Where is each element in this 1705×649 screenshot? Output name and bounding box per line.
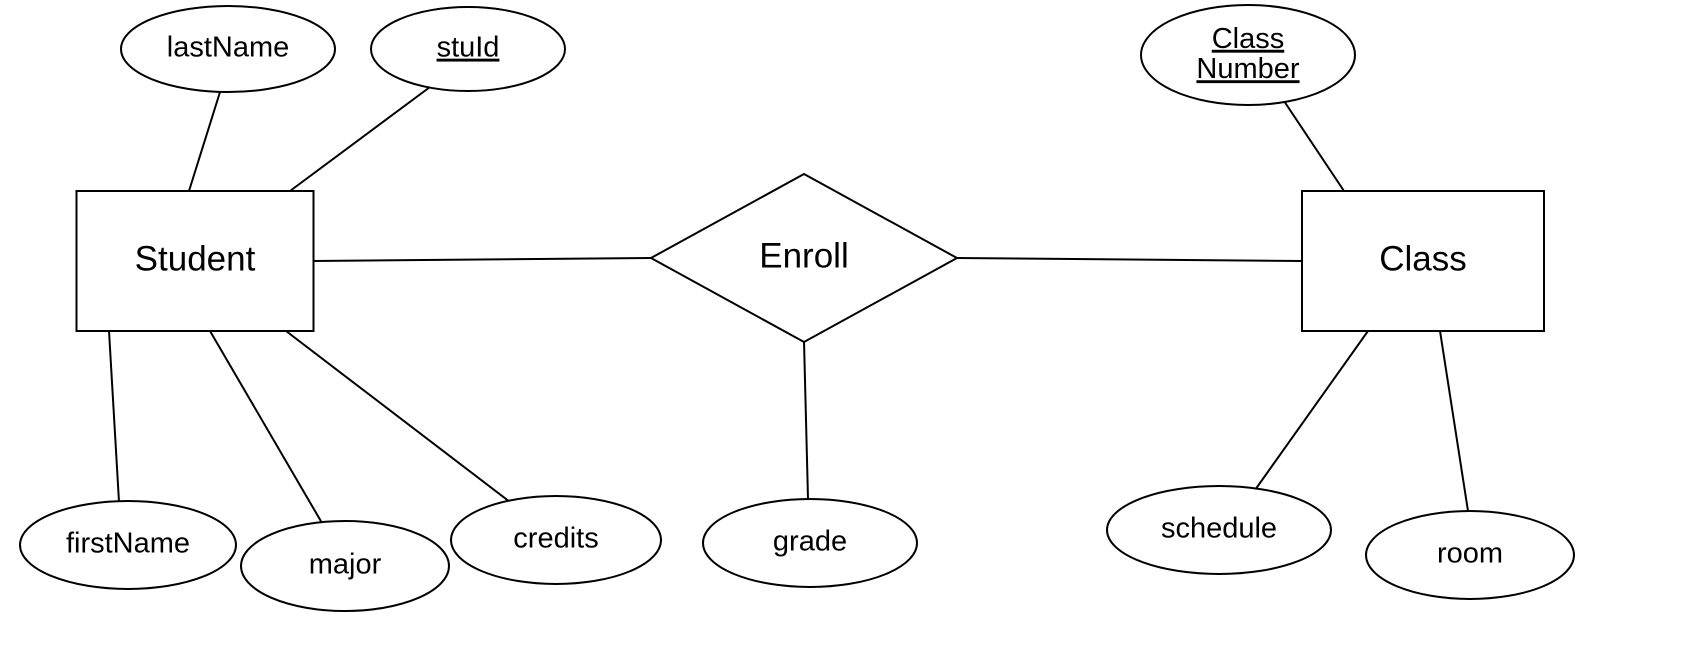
attribute-label-grade: grade — [773, 526, 847, 558]
attribute-label-credits: credits — [513, 523, 598, 555]
edge-student-enroll — [313, 258, 651, 261]
attribute-lastName: lastName — [121, 6, 335, 92]
entity-student: Student — [77, 191, 314, 331]
attribute-grade: grade — [703, 499, 917, 587]
attribute-room: room — [1366, 511, 1574, 599]
attribute-label-major: major — [309, 549, 382, 581]
edge-class-schedule — [1255, 331, 1368, 490]
attribute-label-schedule: schedule — [1161, 513, 1277, 545]
entity-label-class: Class — [1379, 239, 1467, 278]
attribute-label-stuId: stuId — [437, 32, 500, 64]
edge-class-classNumber — [1284, 101, 1344, 191]
attribute-label-room: room — [1437, 538, 1503, 570]
edge-enroll-class — [957, 258, 1302, 261]
edge-class-room — [1440, 331, 1468, 511]
attribute-label-lastName: lastName — [167, 32, 290, 64]
edge-enroll-grade — [804, 341, 808, 499]
attribute-label-firstName: firstName — [66, 528, 190, 560]
edge-student-firstName — [109, 331, 119, 502]
edge-student-credits — [286, 331, 510, 502]
entity-class: Class — [1302, 191, 1544, 331]
attribute-classNumber: ClassNumber — [1141, 5, 1355, 105]
attribute-schedule: schedule — [1107, 486, 1331, 574]
relationships-layer: Enroll — [651, 174, 957, 342]
attribute-major: major — [241, 521, 449, 611]
edge-student-major — [210, 331, 322, 523]
er-diagram: Student Class Enroll lastName stuId firstName… — [0, 0, 1705, 649]
edge-student-lastName — [189, 92, 220, 191]
relationship-label-enroll: Enroll — [759, 236, 848, 275]
attribute-stuId: stuId — [371, 7, 565, 91]
attribute-credits: credits — [451, 496, 661, 584]
entity-label-student: Student — [135, 239, 256, 278]
edge-student-stuId — [290, 87, 430, 191]
relationship-enroll: Enroll — [651, 174, 957, 342]
attribute-firstName: firstName — [20, 501, 236, 589]
